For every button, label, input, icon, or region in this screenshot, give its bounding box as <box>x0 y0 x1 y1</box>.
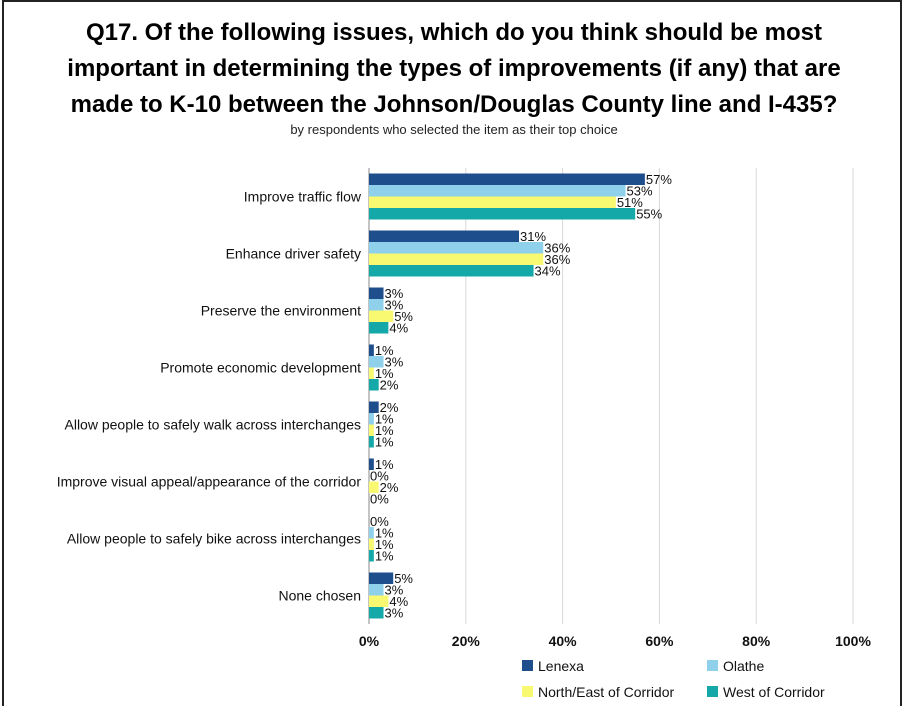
category-label: Improve visual appeal/appearance of the … <box>57 474 362 490</box>
bar <box>369 481 379 493</box>
bar <box>369 230 520 242</box>
bar <box>369 299 384 311</box>
data-label: 53% <box>627 184 653 199</box>
legend-swatch <box>522 686 533 697</box>
chart-title: Q17. Of the following issues, which do y… <box>67 19 840 118</box>
bar <box>369 253 544 265</box>
data-label: 2% <box>380 400 399 415</box>
legend-label: Olathe <box>723 658 764 674</box>
bar <box>369 265 534 277</box>
data-label: 57% <box>646 172 672 187</box>
value-labels: 57%53%51%55%31%36%36%34%3%3%5%4%1%3%1%2%… <box>370 172 672 621</box>
bar <box>369 379 379 391</box>
data-label: 3% <box>385 355 404 370</box>
category-label: Allow people to safely bike across inter… <box>67 531 361 547</box>
legend-label: North/East of Corridor <box>538 684 674 700</box>
legend-swatch <box>707 686 718 697</box>
category-label: Improve traffic flow <box>244 189 362 205</box>
data-label: 1% <box>375 343 394 358</box>
bar <box>369 458 374 470</box>
data-label: 1% <box>375 537 394 552</box>
data-label: 55% <box>636 207 662 222</box>
bars <box>369 173 645 619</box>
data-label: 1% <box>375 366 394 381</box>
data-label: 1% <box>375 549 394 564</box>
bar <box>369 196 616 208</box>
data-label: 0% <box>370 469 389 484</box>
bar <box>369 310 394 322</box>
legend-swatch <box>522 660 533 671</box>
data-label: 1% <box>375 423 394 438</box>
bar <box>369 572 394 584</box>
chart-title-line-3: made to K-10 between the Johnson/Douglas… <box>71 91 838 118</box>
bar <box>369 367 374 379</box>
bar <box>369 424 374 436</box>
bar <box>369 413 374 425</box>
bar <box>369 436 374 448</box>
data-label: 5% <box>394 571 413 586</box>
x-tick-label: 40% <box>549 633 578 649</box>
bar <box>369 550 374 562</box>
data-label: 51% <box>617 195 643 210</box>
data-label: 1% <box>375 526 394 541</box>
category-label: None chosen <box>278 588 361 604</box>
category-label: Allow people to safely walk across inter… <box>65 417 362 433</box>
chart-title-line-1: Q17. Of the following issues, which do y… <box>86 19 822 46</box>
data-label: 5% <box>394 309 413 324</box>
bar <box>369 356 384 368</box>
x-tick-label: 0% <box>359 633 380 649</box>
legend-label: West of Corridor <box>723 684 825 700</box>
bar <box>369 344 374 356</box>
category-label: Enhance driver safety <box>226 246 361 262</box>
x-tick-label: 60% <box>645 633 674 649</box>
bar <box>369 287 384 299</box>
data-label: 31% <box>520 229 546 244</box>
x-axis-ticks: 0% 20% 40% 60% 80% 100% <box>359 633 872 649</box>
category-labels: Improve traffic flow Enhance driver safet… <box>57 189 362 604</box>
x-tick-label: 100% <box>835 633 871 649</box>
bar <box>369 242 544 254</box>
data-label: 36% <box>544 241 570 256</box>
bar <box>369 538 374 550</box>
data-label: 0% <box>370 492 389 507</box>
data-label: 34% <box>535 264 561 279</box>
bar <box>369 401 379 413</box>
bar <box>369 185 626 197</box>
data-label: 4% <box>389 594 408 609</box>
bar <box>369 595 389 607</box>
data-label: 1% <box>375 435 394 450</box>
data-label: 3% <box>385 286 404 301</box>
legend-swatch <box>707 660 718 671</box>
data-label: 3% <box>385 298 404 313</box>
bar <box>369 208 636 220</box>
data-label: 4% <box>389 321 408 336</box>
data-label: 3% <box>385 606 404 621</box>
bar <box>369 584 384 596</box>
bar <box>369 607 384 619</box>
data-label: 1% <box>375 457 394 472</box>
data-label: 2% <box>380 378 399 393</box>
bar <box>369 322 389 334</box>
data-label: 0% <box>370 514 389 529</box>
chart-title-line-2: important in determining the types of im… <box>67 55 840 82</box>
data-label: 1% <box>375 412 394 427</box>
chart-subtitle: by respondents who selected the item as … <box>290 122 617 137</box>
data-label: 36% <box>544 252 570 267</box>
x-tick-label: 20% <box>452 633 481 649</box>
category-label: Promote economic development <box>160 360 361 376</box>
legend: Lenexa Olathe North/East of Corridor West o… <box>522 658 825 700</box>
data-label: 2% <box>380 480 399 495</box>
bar <box>369 173 645 185</box>
data-label: 3% <box>385 583 404 598</box>
legend-label: Lenexa <box>538 658 584 674</box>
x-tick-label: 80% <box>742 633 771 649</box>
bar <box>369 527 374 539</box>
category-label: Preserve the environment <box>201 303 361 319</box>
